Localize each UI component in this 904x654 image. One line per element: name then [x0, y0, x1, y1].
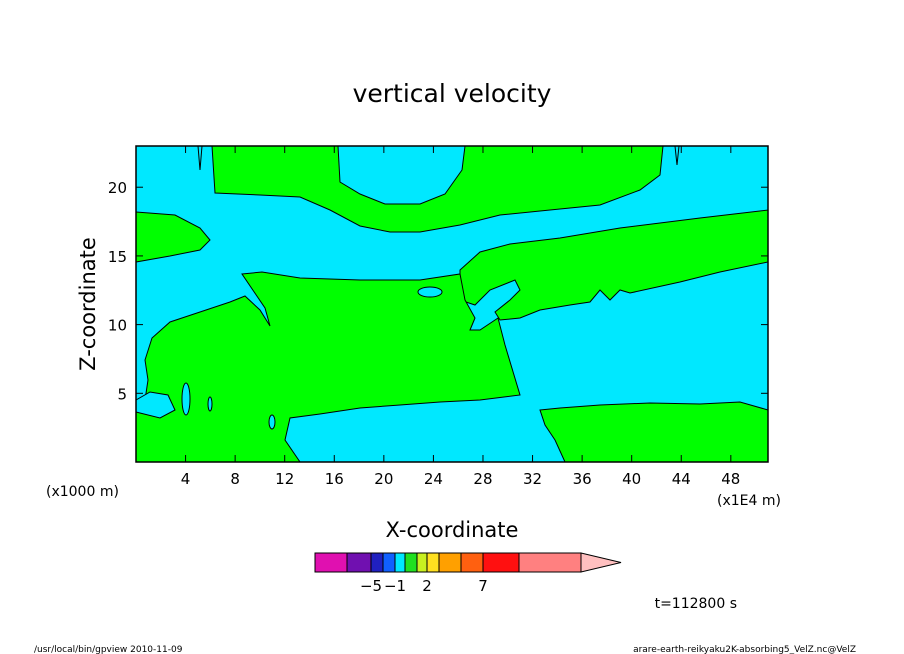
small-oval-1: [181, 382, 191, 416]
colorbar-arrow: [580, 552, 622, 573]
mid-lower-region: [135, 271, 521, 463]
time-label: t=112800 s: [655, 596, 737, 612]
chart-title: vertical velocity: [353, 79, 552, 108]
plot-frame: [135, 145, 769, 463]
y-tick-label: 10: [108, 317, 127, 335]
small-oval-3: [268, 414, 276, 430]
colorbar-segment: [426, 552, 440, 573]
lower-right-region: [539, 401, 769, 463]
footer-right: arare-earth-reikyaku2K-absorbing5_VelZ.n…: [633, 645, 856, 654]
colorbar-segment: [416, 552, 428, 573]
x-tick-label: 48: [721, 470, 740, 488]
colorbar-segment: [382, 552, 396, 573]
x-tick-label: 36: [573, 470, 592, 488]
colorbar-label: 2: [422, 577, 432, 595]
x-tick-label: 24: [424, 470, 443, 488]
small-oval-4: [417, 286, 443, 298]
y-axis-label: Z-coordinate: [76, 237, 100, 371]
x-tick-label: 44: [672, 470, 691, 488]
colorbar: −5 −1 2 7: [314, 552, 622, 595]
colorbar-segment: [460, 552, 484, 573]
x-tick-label: 40: [622, 470, 641, 488]
x-unit-right: (x1E4 m): [717, 493, 781, 509]
x-axis-label: X-coordinate: [386, 518, 519, 542]
left-band-region: [135, 211, 211, 263]
colorbar-segment: [314, 552, 348, 573]
y-tick-label: 15: [108, 248, 127, 266]
colorbar-segment: [518, 552, 582, 573]
colorbar-segment: [404, 552, 418, 573]
colorbar-label: −5: [360, 577, 382, 595]
colorbar-segment: [482, 552, 520, 573]
x-tick-label: 16: [325, 470, 344, 488]
positive-regions: [135, 145, 769, 463]
x-tick-label: 12: [275, 470, 294, 488]
upper-band-region: [211, 145, 664, 233]
colorbar-segment: [394, 552, 406, 573]
x-unit-left: (x1000 m): [46, 484, 119, 500]
colorbar-segment: [438, 552, 462, 573]
y-tick-label: 20: [108, 179, 127, 197]
x-tick-label: 4: [181, 470, 191, 488]
y-tick-label: 5: [117, 385, 127, 403]
x-tick-label: 28: [473, 470, 492, 488]
small-oval-2: [207, 396, 213, 412]
x-tick-label: 8: [230, 470, 240, 488]
x-tick-label: 20: [374, 470, 393, 488]
colorbar-label: −1: [384, 577, 406, 595]
plot-area: [135, 145, 769, 463]
x-axis: 4 8 12 16 20 24 28 32 36 40 44 48: [181, 146, 740, 488]
colorbar-segment: [370, 552, 384, 573]
x-tick-label: 32: [523, 470, 542, 488]
colorbar-label: 7: [478, 577, 488, 595]
y-axis: 5 10 15 20: [108, 179, 768, 403]
right-band-region: [459, 209, 769, 321]
colorbar-segment: [346, 552, 372, 573]
footer-left: /usr/local/bin/gpview 2010-11-09: [34, 645, 183, 654]
